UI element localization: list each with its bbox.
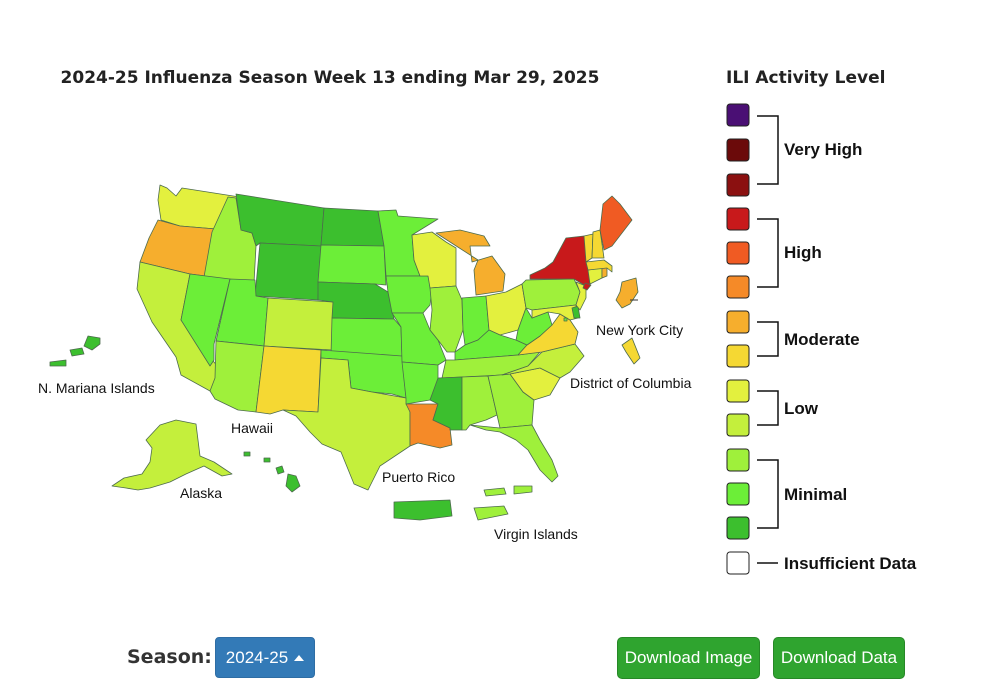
state-massachusetts[interactable] xyxy=(585,259,613,273)
territory-nmi-3[interactable] xyxy=(49,359,67,367)
state-illinois[interactable] xyxy=(429,285,464,353)
state-hawaii-big[interactable] xyxy=(285,473,301,493)
label-hawaii: Hawaii xyxy=(231,420,273,436)
map-title: 2024-25 Influenza Season Week 13 ending … xyxy=(60,68,600,88)
state-south-dakota[interactable] xyxy=(317,244,387,286)
bracket-minimal xyxy=(757,459,779,529)
label-puerto-rico: Puerto Rico xyxy=(382,469,455,485)
state-hawaii-oahu[interactable] xyxy=(263,457,271,463)
nyc-inset[interactable] xyxy=(615,277,639,309)
season-label: Season: xyxy=(127,646,212,668)
bracket-moderate xyxy=(757,321,779,357)
legend-label-very-high: Very High xyxy=(784,140,863,159)
state-wyoming[interactable] xyxy=(254,242,322,301)
legend-label-insufficient: Insufficient Data xyxy=(784,554,917,573)
state-north-dakota[interactable] xyxy=(320,207,385,247)
legend-swatch xyxy=(726,482,750,506)
territory-nmi-2[interactable] xyxy=(69,347,85,357)
legend-label-minimal: Minimal xyxy=(784,485,848,504)
legend-swatch xyxy=(726,551,750,575)
state-kansas[interactable] xyxy=(330,317,403,357)
state-delaware[interactable] xyxy=(571,305,581,319)
legend-label-low: Low xyxy=(784,399,818,418)
label-nmi: N. Mariana Islands xyxy=(38,380,155,396)
legend-swatch xyxy=(726,103,750,127)
nyc[interactable] xyxy=(582,282,592,291)
legend-label-moderate: Moderate xyxy=(784,330,860,349)
caret-up-icon xyxy=(294,654,305,661)
download-image-button[interactable]: Download Image xyxy=(617,637,760,679)
territory-virgin-islands-2[interactable] xyxy=(513,485,533,495)
territory-puerto-rico[interactable] xyxy=(393,499,453,521)
state-hawaii-maui[interactable] xyxy=(275,465,285,475)
label-nyc: New York City xyxy=(596,322,683,338)
label-dc: District of Columbia xyxy=(570,375,692,391)
state-north-carolina[interactable] xyxy=(501,343,585,379)
legend-swatch xyxy=(726,413,750,437)
legend-swatch xyxy=(726,275,750,299)
state-new-york[interactable] xyxy=(529,235,591,287)
download-data-button[interactable]: Download Data xyxy=(773,637,905,679)
legend-swatch xyxy=(726,207,750,231)
legend-swatch xyxy=(726,448,750,472)
bracket-very-high xyxy=(757,115,779,185)
season-dropdown[interactable]: 2024-25 xyxy=(215,637,315,678)
state-west-virginia[interactable] xyxy=(515,307,553,346)
dc[interactable] xyxy=(563,317,568,322)
legend-label-high: High xyxy=(784,243,822,262)
legend-swatch xyxy=(726,379,750,403)
legend-swatch xyxy=(726,310,750,334)
legend-swatch xyxy=(726,173,750,197)
state-iowa[interactable] xyxy=(385,275,433,314)
legend-title: ILI Activity Level xyxy=(726,68,886,88)
territory-nmi-1[interactable] xyxy=(83,335,101,351)
state-texas[interactable] xyxy=(282,357,411,491)
legend-swatch xyxy=(726,241,750,265)
state-arizona[interactable] xyxy=(209,340,265,413)
legend-swatch xyxy=(726,344,750,368)
state-hawaii-kauai[interactable] xyxy=(243,451,251,457)
dc-inset[interactable] xyxy=(621,337,641,365)
label-virgin-islands: Virgin Islands xyxy=(494,526,578,542)
state-alaska[interactable] xyxy=(111,419,233,491)
legend xyxy=(726,103,779,575)
legend-swatch xyxy=(726,516,750,540)
season-value: 2024-25 xyxy=(225,647,289,667)
state-rhode-island[interactable] xyxy=(601,267,608,279)
label-alaska: Alaska xyxy=(180,485,222,501)
state-colorado[interactable] xyxy=(263,297,334,351)
territory-virgin-islands-3[interactable] xyxy=(473,505,509,521)
state-michigan[interactable] xyxy=(435,229,506,296)
legend-swatch xyxy=(726,138,750,162)
state-connecticut[interactable] xyxy=(587,267,603,285)
state-maine[interactable] xyxy=(599,195,633,251)
state-florida[interactable] xyxy=(469,424,559,483)
bracket-low xyxy=(757,390,779,426)
bracket-high xyxy=(757,218,779,288)
territory-virgin-islands-1[interactable] xyxy=(483,487,507,497)
state-new-mexico[interactable] xyxy=(255,345,322,415)
